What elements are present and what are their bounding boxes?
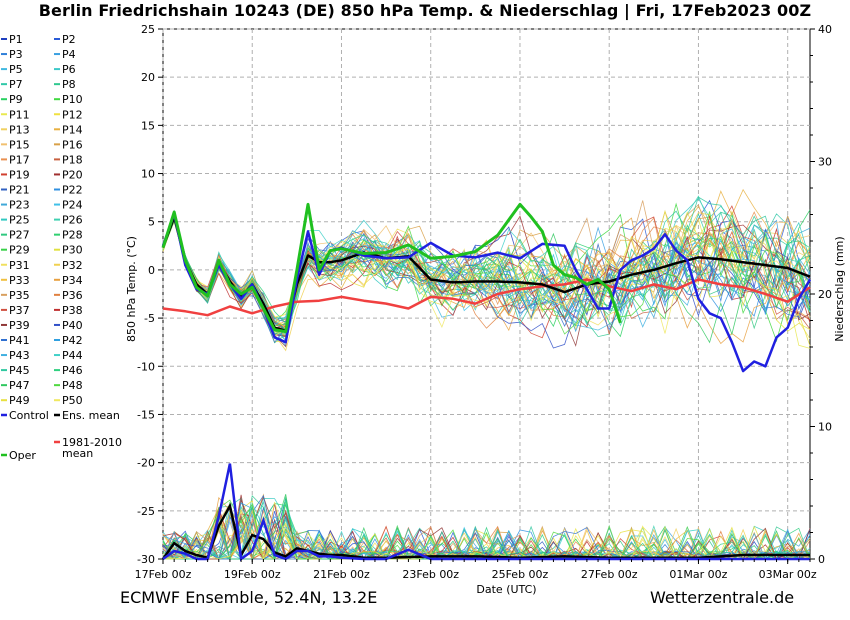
legend-label: P4 [62,48,76,61]
legend-label: P35 [9,289,30,302]
legend-label: P1 [9,33,23,46]
legend-label: P17 [9,153,30,166]
chart-title: Berlin Friedrichshain 10243 (DE) 850 hPa… [38,1,812,20]
x-tick-label: 17Feb 00z [135,568,192,581]
x-axis-label: Date (UTC) [476,583,536,596]
member-line-p43 [162,209,811,328]
y-tick-label: -25 [137,505,155,518]
y-tick-label: -10 [137,360,155,373]
model-info-label: ECMWF Ensemble, 52.4N, 13.2E [120,588,378,607]
x-tick-label: 25Feb 00z [492,568,549,581]
legend-label: P12 [62,108,83,121]
legend-label: 1981-2010 [62,436,122,449]
legend-label: P30 [62,244,83,257]
legend-label: P23 [9,199,30,212]
legend-label: P13 [9,123,30,136]
y-tick-label: 25 [141,23,155,36]
legend-label: P50 [62,394,83,407]
legend-label: Ens. mean [62,409,120,422]
legend-label: P14 [62,123,83,136]
legend-label: P41 [9,334,30,347]
legend-label: P25 [9,214,30,227]
legend-label: P33 [9,274,30,287]
legend-label: P42 [62,334,83,347]
y-right-tick-label: 20 [818,288,832,301]
series-line-1981-2010-mean [162,278,811,317]
legend-label: P11 [9,108,30,121]
legend-label: P3 [9,48,23,61]
x-tick-label: 19Feb 00z [224,568,281,581]
series-line-control [161,212,812,373]
legend-label: P44 [62,349,83,362]
y-right-tick-label: 40 [818,23,832,36]
legend-label: P29 [9,244,30,257]
y-tick-label: 15 [141,119,155,132]
legend-label: P20 [62,168,83,181]
legend-label: P7 [9,78,23,91]
legend-label: P40 [62,319,83,332]
legend-label: P19 [9,168,30,181]
series-line-oper [161,202,622,334]
legend-label: P34 [62,274,83,287]
legend-label: P22 [62,184,83,197]
legend-label: P37 [9,304,30,317]
legend-label: P46 [62,364,83,377]
legend-label: P24 [62,199,83,212]
legend-label: P38 [62,304,83,317]
y-tick-label: -20 [137,457,155,470]
legend-label: P31 [9,259,30,272]
legend-label: P27 [9,229,30,242]
legend-label: P45 [9,364,30,377]
legend-label: P15 [9,138,30,151]
legend-layer: P1 P2 P3 P4 P5 P6 P7 P8 P9 P10 P11 P12 P13 P14 P15 P16 P… [1,33,122,462]
legend-label: P6 [62,63,76,76]
x-tick-label: 21Feb 00z [313,568,370,581]
x-tick-label: 03Mar 00z [759,568,817,581]
legend-label: P21 [9,184,30,197]
legend-label: P32 [62,259,83,272]
axes-layer: 25 20 15 10 5 0 -5 -10 -15 -20 -25 -30 17Feb 00z 19Fe… [125,23,846,596]
legend-label: P36 [62,289,83,302]
x-tick-label: 23Feb 00z [402,568,459,581]
y-axis-label-left: 850 hPa Temp. (°C) [125,236,138,342]
y-tick-label: 10 [141,168,155,181]
legend-label: P9 [9,93,23,106]
y-tick-label: 20 [141,71,155,84]
legend-label: Oper [9,449,36,462]
x-tick-label: 27Feb 00z [581,568,638,581]
y-tick-label: 0 [148,264,155,277]
member-line-p49 [162,209,811,347]
main-series-layer [161,202,812,562]
legend-label: P49 [9,394,30,407]
legend-label: P16 [62,138,83,151]
source-label: Wetterzentrale.de [650,588,795,607]
legend-label: P10 [62,93,83,106]
legend-label: P47 [9,379,30,392]
legend-label: P39 [9,319,30,332]
y-right-tick-label: 0 [818,553,825,566]
y-right-tick-label: 10 [818,421,832,434]
legend-label: P48 [62,379,83,392]
y-tick-label: 5 [148,216,155,229]
legend-label: P43 [9,349,30,362]
precip-line-control [162,463,810,562]
legend-label: P18 [62,153,83,166]
legend-label: P28 [62,229,83,242]
legend-label: mean [62,447,93,460]
y-tick-label: -5 [144,312,155,325]
y-tick-label: -15 [137,408,155,421]
y-right-tick-label: 30 [818,156,832,169]
legend-label: P8 [62,78,76,91]
legend-label: P5 [9,63,23,76]
x-tick-label: 01Mar 00z [669,568,727,581]
y-tick-label: -30 [137,553,155,566]
legend-label: P26 [62,214,83,227]
precip-line-ens-mean [161,502,810,560]
legend-label: P2 [62,33,76,46]
legend-label: Control [9,409,49,422]
y-axis-label-right: Niederschlag (mm) [833,236,846,341]
